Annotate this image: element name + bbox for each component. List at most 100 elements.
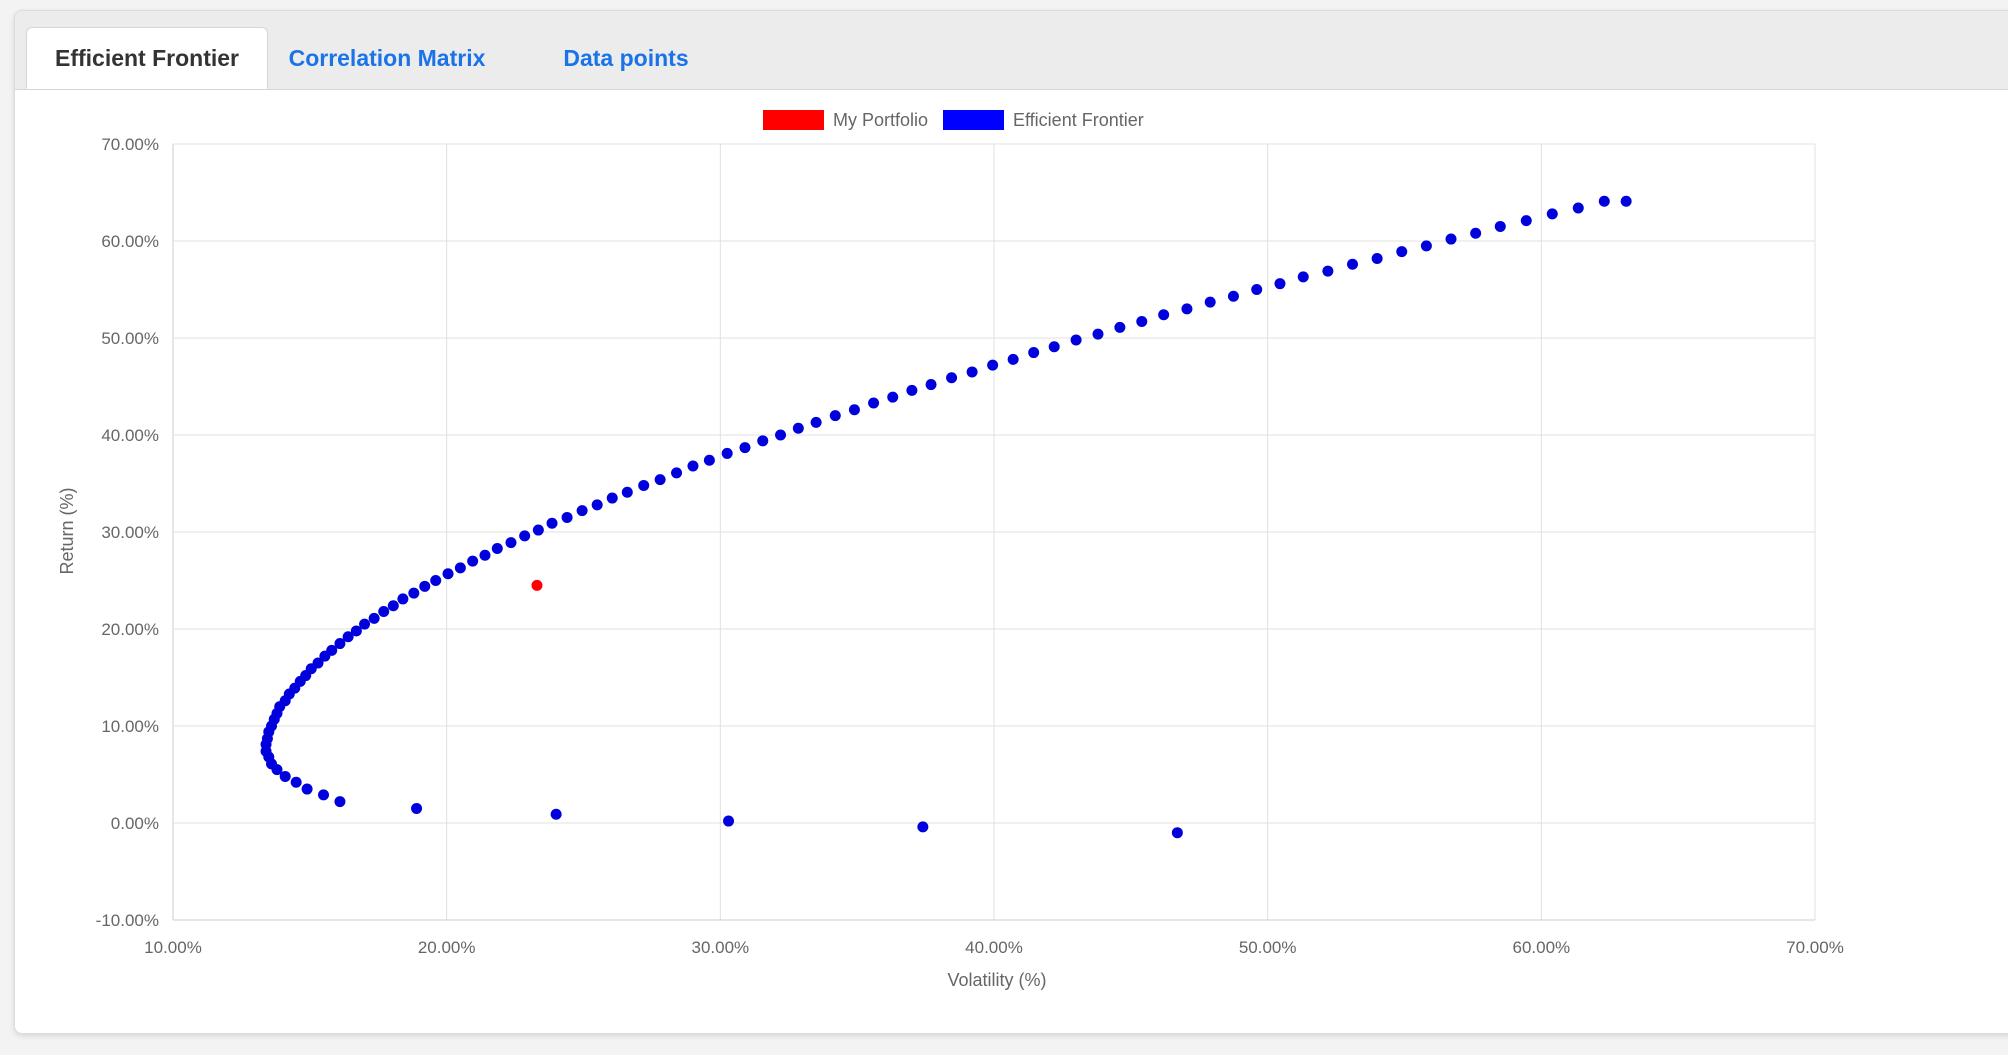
frontier-point[interactable] <box>1470 227 1482 239</box>
frontier-point[interactable] <box>721 447 733 459</box>
frontier-point[interactable] <box>1181 303 1193 315</box>
frontier-point[interactable] <box>532 524 544 536</box>
frontier-point[interactable] <box>550 808 562 820</box>
frontier-point[interactable] <box>1204 296 1216 308</box>
frontier-point[interactable] <box>1227 290 1239 302</box>
legend-swatch-my-portfolio <box>763 110 824 130</box>
frontier-point[interactable] <box>1251 284 1263 295</box>
y-tick-label: -10.00% <box>96 911 159 930</box>
frontier-point[interactable] <box>561 511 573 523</box>
frontier-point[interactable] <box>342 631 354 643</box>
frontier-point[interactable] <box>467 555 479 567</box>
x-tick-label: 50.00% <box>1239 938 1297 957</box>
frontier-point[interactable] <box>1171 827 1183 839</box>
frontier-point[interactable] <box>829 410 841 422</box>
frontier-point[interactable] <box>1572 202 1584 214</box>
frontier-point[interactable] <box>279 770 291 782</box>
frontier-point[interactable] <box>479 549 491 561</box>
portfolio-point[interactable] <box>531 579 543 591</box>
frontier-point[interactable] <box>1048 341 1060 353</box>
frontier-point[interactable] <box>301 783 313 795</box>
frontier-point[interactable] <box>290 776 302 788</box>
tab-data-points[interactable]: Data points <box>563 44 689 71</box>
frontier-point[interactable] <box>350 625 362 637</box>
frontier-point[interactable] <box>1028 347 1040 359</box>
y-tick-label: 0.00% <box>111 814 159 833</box>
frontier-point[interactable] <box>576 505 588 517</box>
frontier-point[interactable] <box>454 562 466 574</box>
frontier-point[interactable] <box>868 397 880 409</box>
frontier-point[interactable] <box>621 486 633 498</box>
frontier-point[interactable] <box>318 789 330 801</box>
frontier-point[interactable] <box>419 580 431 592</box>
x-tick-label: 40.00% <box>965 938 1023 957</box>
frontier-point[interactable] <box>411 802 423 814</box>
frontier-point[interactable] <box>442 568 454 580</box>
frontier-point[interactable] <box>1494 220 1506 232</box>
frontier-point[interactable] <box>546 517 558 529</box>
frontier-point[interactable] <box>408 587 420 599</box>
tab-bar: Efficient Frontier Correlation Matrix Da… <box>15 11 2008 90</box>
frontier-point[interactable] <box>368 612 380 624</box>
frontier-point[interactable] <box>1396 246 1408 258</box>
legend-label-efficient-frontier: Efficient Frontier <box>1013 110 1144 130</box>
frontier-point[interactable] <box>1114 321 1126 333</box>
x-tick-label: 10.00% <box>144 938 202 957</box>
frontier-point[interactable] <box>387 600 399 612</box>
grid-lines <box>172 143 1816 921</box>
frontier-point[interactable] <box>397 593 409 605</box>
frontier-point[interactable] <box>887 391 899 403</box>
frontier-point[interactable] <box>810 416 822 428</box>
frontier-point[interactable] <box>1007 353 1019 365</box>
y-tick-label: 60.00% <box>101 232 159 251</box>
frontier-point[interactable] <box>925 379 937 391</box>
frontier-point[interactable] <box>946 372 958 384</box>
frontier-point[interactable] <box>848 404 860 416</box>
frontier-point[interactable] <box>1070 334 1082 346</box>
frontier-point[interactable] <box>1158 309 1170 321</box>
frontier-point[interactable] <box>606 492 618 504</box>
frontier-point[interactable] <box>987 359 999 371</box>
frontier-point[interactable] <box>1274 278 1286 290</box>
frontier-point[interactable] <box>1598 195 1610 207</box>
frontier-point[interactable] <box>378 606 390 618</box>
frontier-point[interactable] <box>430 575 442 586</box>
frontier-point[interactable] <box>703 454 715 466</box>
frontier-point[interactable] <box>1546 208 1558 220</box>
tab-efficient-frontier[interactable]: Efficient Frontier <box>26 27 268 89</box>
frontier-point[interactable] <box>739 442 751 454</box>
frontier-point[interactable] <box>966 366 978 378</box>
frontier-point[interactable] <box>1322 265 1334 277</box>
frontier-point[interactable] <box>654 474 666 486</box>
frontier-point[interactable] <box>334 638 346 650</box>
frontier-point[interactable] <box>505 537 517 549</box>
frontier-point[interactable] <box>917 821 929 833</box>
frontier-point[interactable] <box>1347 258 1359 270</box>
frontier-point[interactable] <box>1620 195 1632 207</box>
frontier-point[interactable] <box>1420 240 1432 252</box>
frontier-point[interactable] <box>723 815 735 827</box>
frontier-point[interactable] <box>757 435 769 447</box>
frontier-point[interactable] <box>1445 233 1457 245</box>
frontier-point[interactable] <box>671 467 683 479</box>
frontier-point[interactable] <box>792 422 804 434</box>
frontier-point[interactable] <box>359 618 371 630</box>
frontier-point[interactable] <box>1092 328 1104 340</box>
frontier-point[interactable] <box>334 796 346 808</box>
frontier-point[interactable] <box>591 499 603 511</box>
frontier-point[interactable] <box>1297 271 1309 283</box>
frontier-point[interactable] <box>312 657 324 669</box>
frontier-point[interactable] <box>638 479 650 491</box>
y-tick-label: 40.00% <box>101 426 159 445</box>
frontier-point[interactable] <box>1371 252 1383 264</box>
frontier-point[interactable] <box>1520 215 1532 227</box>
frontier-point[interactable] <box>519 530 531 542</box>
frontier-point[interactable] <box>491 542 503 554</box>
y-tick-label: 10.00% <box>101 717 159 736</box>
frontier-point[interactable] <box>326 644 338 656</box>
frontier-point[interactable] <box>687 460 699 472</box>
frontier-point[interactable] <box>906 384 918 396</box>
tab-correlation-matrix[interactable]: Correlation Matrix <box>288 44 486 71</box>
frontier-point[interactable] <box>1136 316 1148 328</box>
frontier-point[interactable] <box>775 429 787 441</box>
